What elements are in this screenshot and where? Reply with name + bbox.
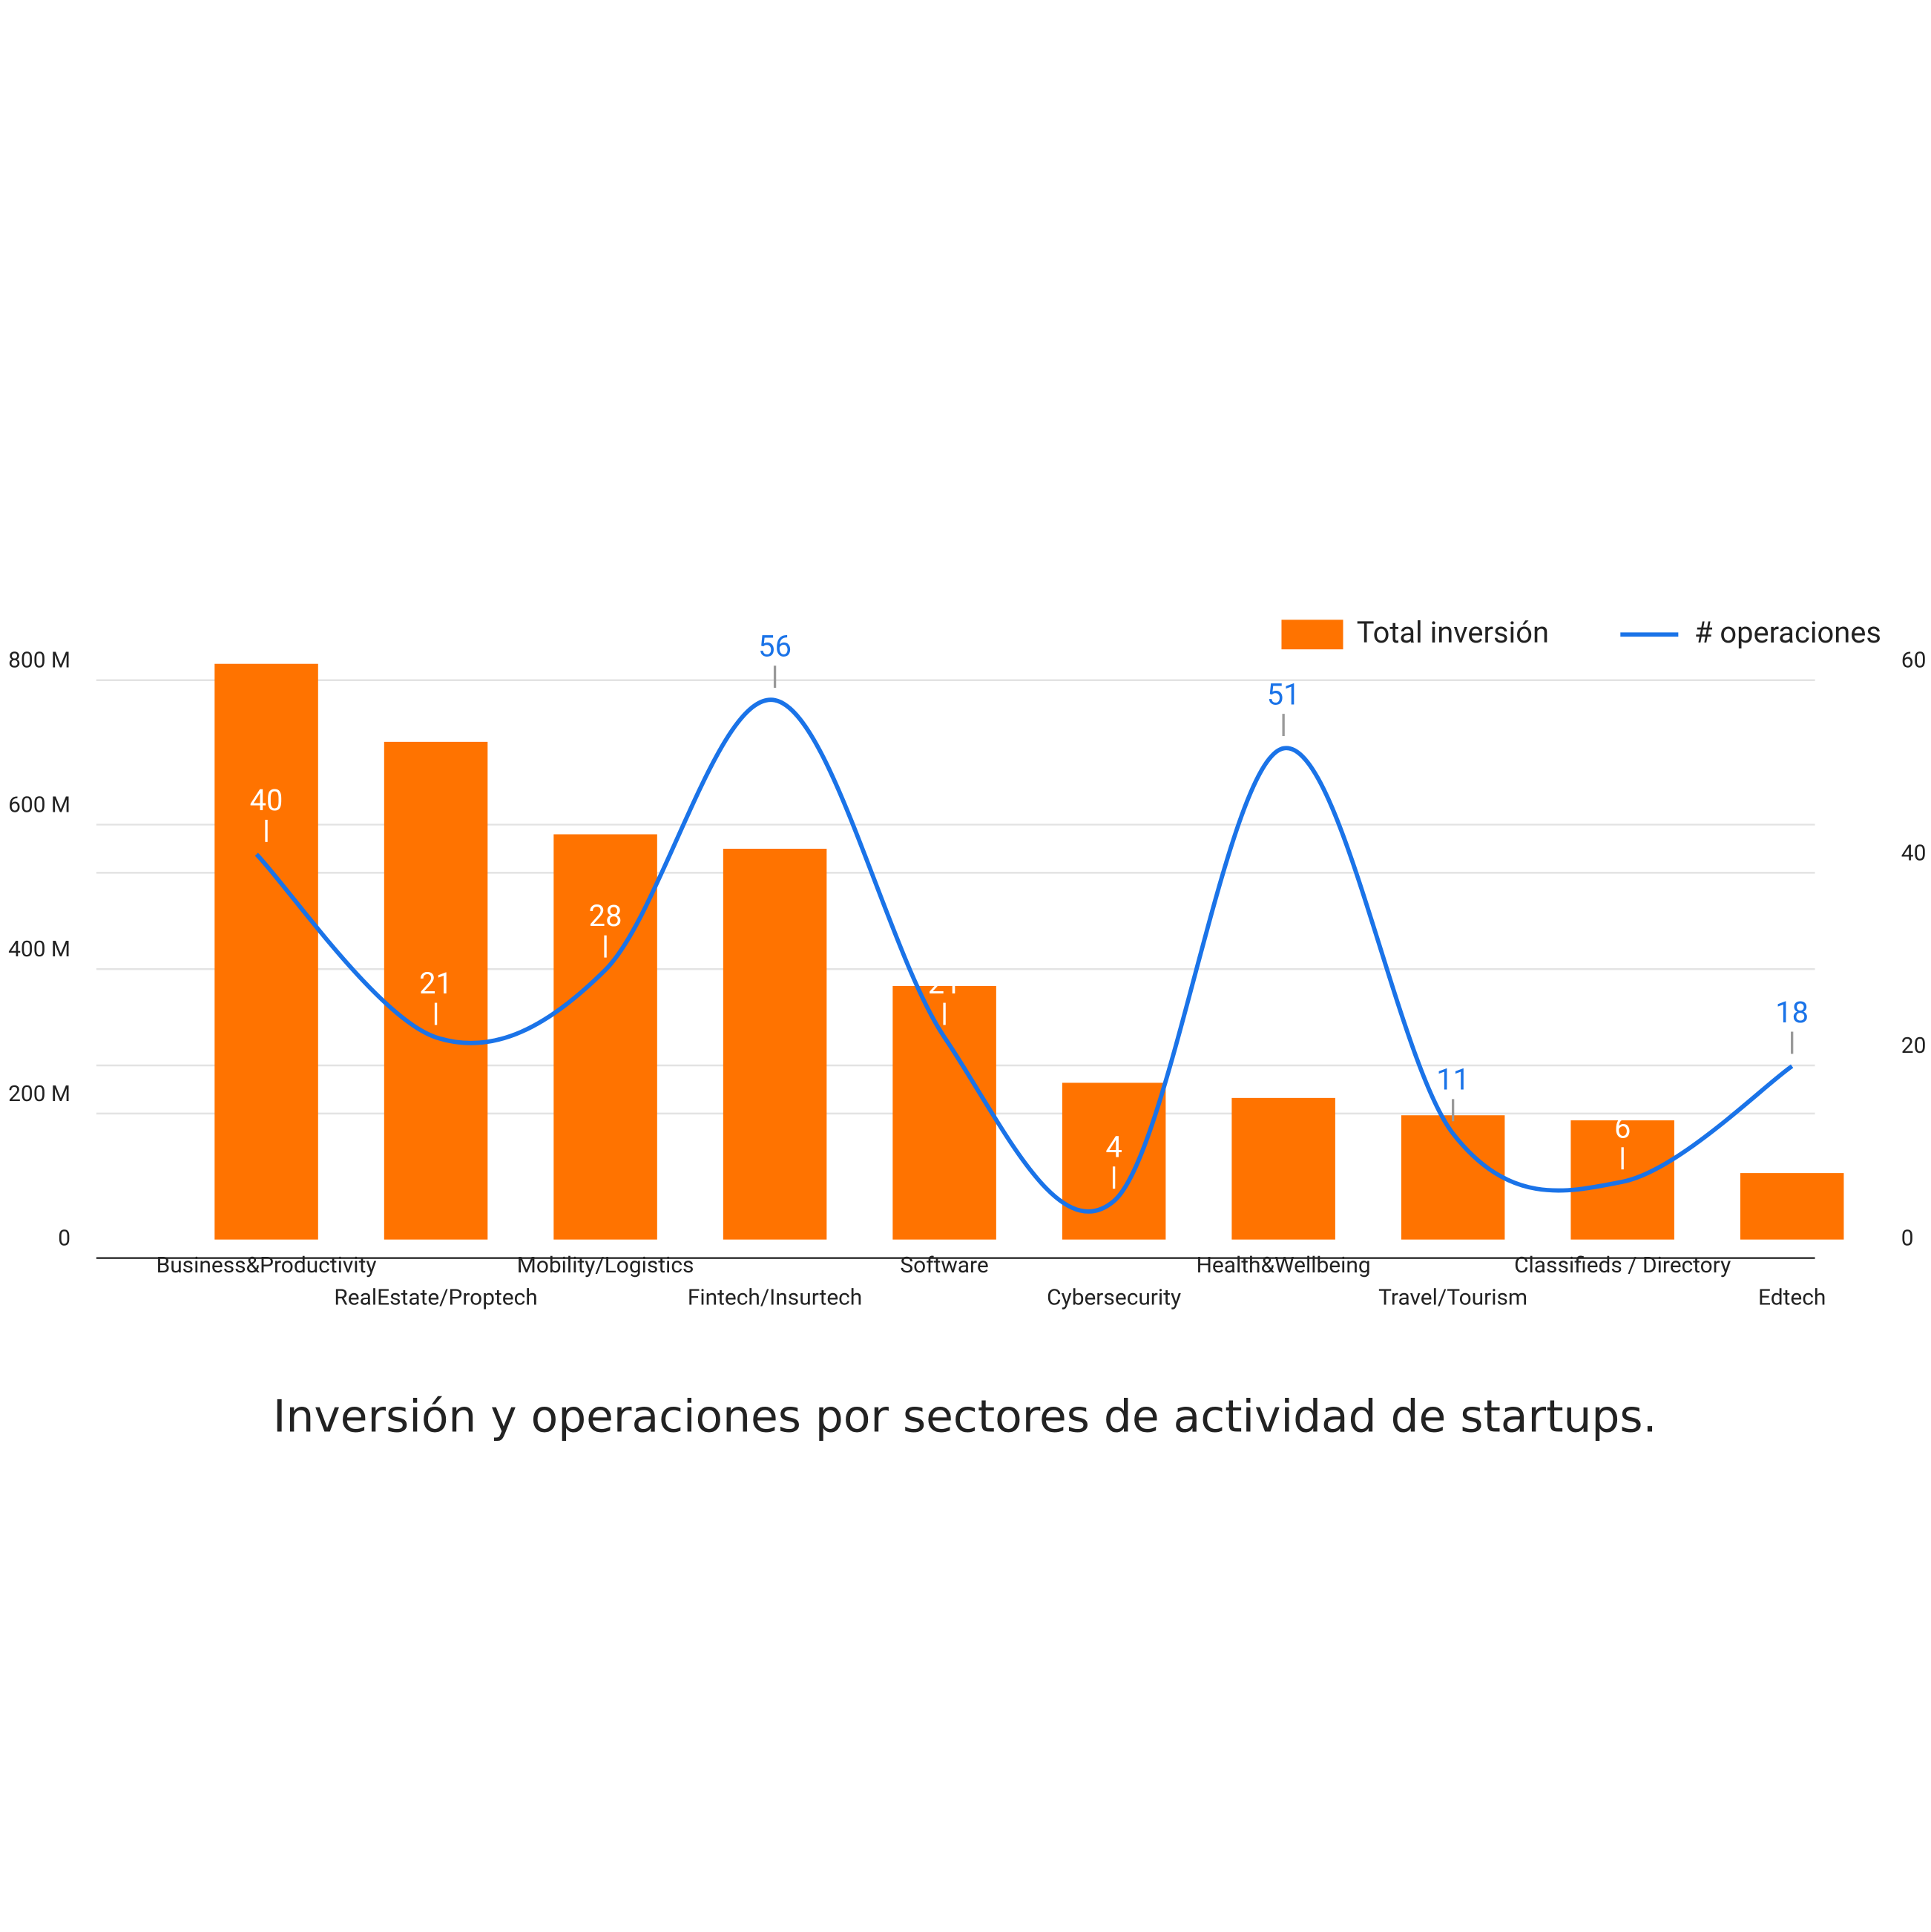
x-tick-label: Cybersecurity bbox=[1047, 1284, 1181, 1310]
data-label: 6 bbox=[1614, 1111, 1631, 1146]
y2-tick-label: 60 bbox=[1901, 648, 1927, 674]
x-tick-label: Travel/Tourism bbox=[1378, 1284, 1527, 1310]
data-label: 56 bbox=[758, 629, 792, 664]
data-label: 21 bbox=[928, 966, 961, 1001]
bar bbox=[1740, 1173, 1844, 1240]
chart-title: Inversión y operaciones por sectores de … bbox=[273, 1392, 1657, 1443]
x-tick-label: Classifieds / Directory bbox=[1514, 1252, 1731, 1278]
x-tick-label: Health&Wellbeing bbox=[1197, 1252, 1371, 1278]
y-tick-label: 0 bbox=[58, 1226, 70, 1252]
data-label: 51 bbox=[1267, 677, 1300, 712]
x-tick-label: Business&Productivity bbox=[157, 1252, 377, 1278]
bar bbox=[214, 663, 318, 1240]
bar bbox=[892, 985, 996, 1240]
data-label: 18 bbox=[1775, 995, 1809, 1030]
bar bbox=[384, 741, 488, 1240]
x-tick-label: Edtech bbox=[1758, 1284, 1826, 1310]
y-tick-label: 600 M bbox=[8, 792, 70, 818]
bar bbox=[723, 848, 827, 1240]
x-tick-label: Software bbox=[900, 1252, 988, 1278]
data-label: 4 bbox=[1105, 1130, 1122, 1165]
legend-swatch bbox=[1281, 620, 1343, 650]
y-tick-label: 200 M bbox=[8, 1081, 70, 1107]
data-label: 11 bbox=[1436, 1062, 1470, 1097]
y2-tick-label: 40 bbox=[1901, 840, 1927, 866]
legend-label: # operaciones bbox=[1694, 615, 1881, 650]
data-label: 21 bbox=[419, 966, 453, 1001]
data-label: 28 bbox=[589, 898, 622, 933]
x-tick-label: Mobility/Logistics bbox=[517, 1252, 694, 1278]
x-tick-label: Fintech/Insurtech bbox=[688, 1284, 862, 1310]
bar bbox=[553, 834, 657, 1240]
y-tick-label: 800 M bbox=[8, 648, 70, 674]
legend-label: Total inversión bbox=[1357, 615, 1549, 650]
y2-tick-label: 0 bbox=[1901, 1226, 1914, 1252]
bar bbox=[1062, 1082, 1166, 1240]
x-tick-label: RealEstate/Proptech bbox=[334, 1284, 537, 1310]
data-label: 40 bbox=[250, 783, 283, 818]
y-tick-label: 400 M bbox=[8, 936, 70, 962]
y2-tick-label: 20 bbox=[1901, 1033, 1927, 1059]
bar bbox=[1231, 1097, 1335, 1240]
line bbox=[254, 697, 1794, 1214]
